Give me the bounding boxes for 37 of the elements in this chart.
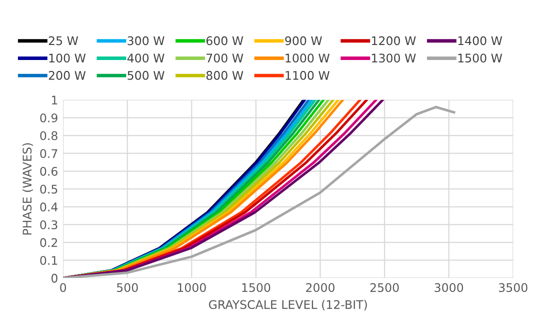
legend-label: 500 W bbox=[128, 70, 164, 80]
legend-label: 1200 W bbox=[372, 36, 416, 46]
legend-label: 300 W bbox=[128, 36, 164, 46]
legend-label: 400 W bbox=[127, 54, 164, 63]
y-tick-label: 0.6 bbox=[40, 166, 58, 176]
legend-label: 900 W bbox=[285, 36, 322, 46]
y-tick-label: 0.9 bbox=[40, 113, 58, 122]
x-tick-label: 500 bbox=[117, 283, 138, 292]
legend-label: 1000 W bbox=[286, 54, 330, 63]
y-tick-label: 0.7 bbox=[40, 149, 58, 158]
y-tick-label: 0.1 bbox=[40, 256, 58, 265]
legend-label: 25 W bbox=[48, 36, 78, 46]
legend-label: 1300 W bbox=[372, 54, 416, 63]
legend-label: 200 W bbox=[48, 70, 86, 80]
y-tick-label: 0 bbox=[51, 274, 58, 283]
y-tick-label: 0.4 bbox=[40, 202, 58, 212]
x-axis-title: GRAYSCALE LEVEL (12-BIT) bbox=[208, 300, 367, 310]
y-tick-label: 0.5 bbox=[40, 184, 58, 194]
legend-label: 600 W bbox=[206, 36, 244, 46]
y-tick-label: 1 bbox=[52, 96, 58, 104]
y-axis-title: PHASE (WAVES) bbox=[22, 143, 33, 235]
x-tick-label: 1000 bbox=[178, 283, 206, 292]
y-tick-label: 0.2 bbox=[40, 238, 58, 248]
x-tick-label: 3500 bbox=[499, 283, 528, 292]
legend-label: 700 W bbox=[206, 54, 244, 63]
y-tick-label: 0.8 bbox=[40, 131, 58, 140]
x-tick-label: 2000 bbox=[306, 283, 334, 292]
y-tick-label: 0.3 bbox=[40, 220, 58, 230]
legend-label: 1500 W bbox=[458, 54, 502, 63]
x-tick-label: 2500 bbox=[370, 283, 399, 292]
x-tick-label: 3000 bbox=[434, 283, 464, 292]
legend-label: 1100 W bbox=[286, 70, 330, 80]
legend-label: 1400 W bbox=[458, 36, 502, 46]
legend-label: 800 W bbox=[206, 70, 244, 80]
x-tick-label: 0 bbox=[60, 283, 66, 292]
x-tick-label: 1500 bbox=[242, 283, 270, 292]
legend-label: 100 W bbox=[49, 54, 86, 63]
